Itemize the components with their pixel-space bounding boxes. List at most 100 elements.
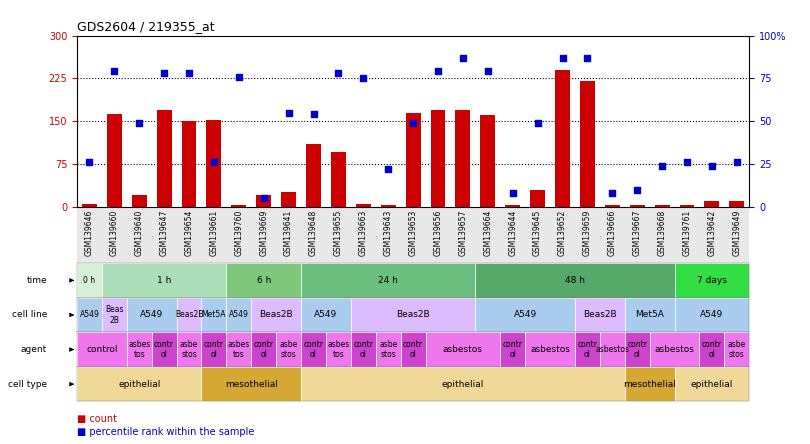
Bar: [331, 152, 346, 206]
Point: [407, 119, 420, 127]
Text: 0 h: 0 h: [83, 276, 96, 285]
Point: [531, 119, 544, 127]
Bar: [600, 332, 625, 367]
Text: GDS2604 / 219355_at: GDS2604 / 219355_at: [77, 20, 215, 33]
Point: [506, 190, 519, 197]
Text: GSM139640: GSM139640: [134, 210, 143, 256]
Bar: [475, 297, 575, 332]
Bar: [77, 367, 202, 401]
Bar: [675, 297, 749, 332]
Bar: [226, 263, 301, 297]
Text: GSM139649: GSM139649: [732, 210, 741, 256]
Bar: [276, 332, 301, 367]
Point: [182, 70, 195, 77]
Bar: [376, 332, 401, 367]
Text: 48 h: 48 h: [565, 276, 585, 285]
Bar: [102, 263, 226, 297]
Bar: [281, 192, 296, 206]
Point: [207, 159, 220, 166]
Point: [83, 159, 96, 166]
Bar: [151, 332, 177, 367]
Bar: [256, 195, 271, 206]
Bar: [431, 110, 446, 206]
Bar: [401, 332, 425, 367]
Bar: [77, 332, 126, 367]
Point: [357, 75, 370, 82]
Text: contr
ol: contr ol: [353, 340, 373, 359]
Text: contr
ol: contr ol: [403, 340, 423, 359]
Bar: [301, 297, 351, 332]
Text: contr
ol: contr ol: [627, 340, 647, 359]
Text: cell type: cell type: [8, 380, 47, 388]
Bar: [126, 297, 177, 332]
Text: Beas
2B: Beas 2B: [105, 305, 124, 325]
Text: cell line: cell line: [11, 310, 47, 319]
Bar: [102, 297, 126, 332]
Text: A549: A549: [701, 310, 723, 319]
Point: [655, 162, 668, 169]
Point: [581, 54, 594, 61]
Text: asbe
stos: asbe stos: [727, 340, 746, 359]
Bar: [306, 144, 321, 206]
Bar: [202, 332, 226, 367]
Bar: [480, 115, 495, 206]
Text: GSM139760: GSM139760: [234, 210, 243, 256]
Bar: [724, 332, 749, 367]
Point: [556, 54, 569, 61]
Point: [108, 68, 121, 75]
Point: [481, 68, 494, 75]
Text: Beas2B: Beas2B: [583, 310, 616, 319]
Bar: [132, 195, 147, 206]
Point: [282, 109, 295, 116]
Point: [706, 162, 718, 169]
Bar: [207, 120, 221, 206]
Text: asbe
stos: asbe stos: [180, 340, 198, 359]
Bar: [625, 367, 675, 401]
Text: GSM139648: GSM139648: [309, 210, 318, 256]
Text: asbes
tos: asbes tos: [228, 340, 250, 359]
Text: GSM139655: GSM139655: [334, 210, 343, 256]
Bar: [475, 263, 675, 297]
Bar: [351, 297, 475, 332]
Point: [606, 190, 619, 197]
Text: ■ percentile rank within the sample: ■ percentile rank within the sample: [77, 427, 254, 437]
Point: [631, 186, 644, 193]
Text: GSM139667: GSM139667: [633, 210, 642, 256]
Bar: [82, 204, 97, 206]
Bar: [202, 367, 301, 401]
Bar: [650, 332, 700, 367]
Bar: [675, 263, 749, 297]
Text: GSM139641: GSM139641: [284, 210, 293, 256]
Text: GSM139642: GSM139642: [707, 210, 716, 256]
Bar: [356, 204, 371, 206]
Text: A549: A549: [79, 310, 100, 319]
Text: GSM139668: GSM139668: [658, 210, 667, 256]
Bar: [625, 332, 650, 367]
Text: GSM139661: GSM139661: [210, 210, 219, 256]
Text: GSM139666: GSM139666: [608, 210, 616, 256]
Text: GSM139660: GSM139660: [110, 210, 119, 256]
Text: GSM139654: GSM139654: [185, 210, 194, 256]
Text: contr
ol: contr ol: [702, 340, 722, 359]
Point: [456, 54, 469, 61]
Text: epithelial: epithelial: [118, 380, 160, 388]
Text: contr
ol: contr ol: [578, 340, 598, 359]
Point: [432, 68, 445, 75]
Text: GSM139652: GSM139652: [558, 210, 567, 256]
Text: A549: A549: [514, 310, 537, 319]
Text: control: control: [86, 345, 117, 354]
Bar: [525, 332, 575, 367]
Bar: [575, 297, 625, 332]
Bar: [301, 263, 475, 297]
Text: epithelial: epithelial: [441, 380, 484, 388]
Text: Met5A: Met5A: [202, 310, 226, 319]
Text: epithelial: epithelial: [691, 380, 733, 388]
Text: asbes
tos: asbes tos: [128, 340, 151, 359]
Text: mesothelial: mesothelial: [623, 380, 676, 388]
Point: [382, 166, 394, 173]
Text: GSM139657: GSM139657: [458, 210, 467, 256]
Bar: [555, 70, 570, 206]
Text: GSM139669: GSM139669: [259, 210, 268, 256]
Text: time: time: [27, 276, 47, 285]
Text: Beas2B: Beas2B: [175, 310, 203, 319]
